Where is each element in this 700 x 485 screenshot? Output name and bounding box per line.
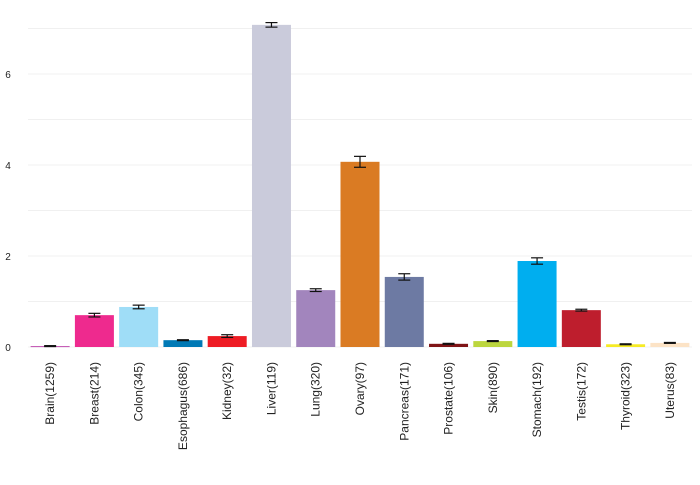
y-tick-label: 0: [5, 343, 11, 354]
x-tick-label: Skin(890): [486, 362, 500, 413]
error-bar: [619, 343, 632, 346]
error-bar: [221, 334, 234, 339]
error-bar: [176, 339, 189, 342]
x-tick-label: Brain(1259): [43, 362, 57, 425]
y-axis-ticks: 0 2 4 6: [5, 70, 11, 354]
x-tick-label: Ovary(97): [353, 362, 367, 415]
x-tick-label: Pancreas(171): [397, 362, 411, 441]
error-bar: [531, 257, 544, 265]
y-tick-label: 6: [5, 70, 11, 81]
bars: [30, 24, 690, 348]
error-bar: [486, 340, 499, 343]
x-tick-label: Lung(320): [309, 362, 323, 417]
y-tick-label: 4: [5, 161, 11, 172]
x-tick-label: Testis(172): [574, 362, 588, 421]
error-bar: [398, 273, 411, 281]
error-bar: [442, 342, 455, 345]
bar: [429, 343, 469, 347]
bar: [251, 24, 291, 348]
x-axis-labels: Brain(1259) Breast(214) Colon(345) Esophagu…: [43, 362, 677, 450]
bar: [473, 341, 513, 347]
x-tick-label: Prostate(106): [442, 362, 456, 435]
error-bar: [663, 341, 676, 344]
y-tick-label: 2: [5, 252, 11, 263]
x-tick-label: Esophagus(686): [176, 362, 190, 450]
bar: [119, 306, 159, 347]
error-bar: [265, 21, 278, 28]
error-bar: [88, 312, 101, 318]
error-bars: [44, 21, 676, 348]
x-tick-label: Stomach(192): [530, 362, 544, 437]
bar: [340, 161, 380, 347]
bar: [384, 276, 424, 347]
x-tick-label: Kidney(32): [220, 362, 234, 420]
bar: [296, 290, 336, 347]
bar: [561, 310, 601, 347]
error-bar: [309, 288, 322, 293]
x-tick-label: Colon(345): [132, 362, 146, 421]
error-bar: [132, 304, 145, 310]
bar: [517, 261, 557, 347]
bar: [207, 336, 247, 347]
x-tick-label: Breast(214): [87, 362, 101, 425]
bar: [74, 315, 114, 347]
error-bar: [354, 155, 366, 168]
x-tick-label: Uterus(83): [663, 362, 677, 419]
error-bar: [44, 345, 57, 348]
x-tick-label: Thyroid(323): [619, 362, 633, 430]
bar: [163, 340, 203, 347]
x-tick-label: Liver(119): [264, 362, 278, 415]
bar: [606, 344, 646, 347]
bar: [650, 342, 690, 347]
error-bar: [575, 308, 588, 312]
